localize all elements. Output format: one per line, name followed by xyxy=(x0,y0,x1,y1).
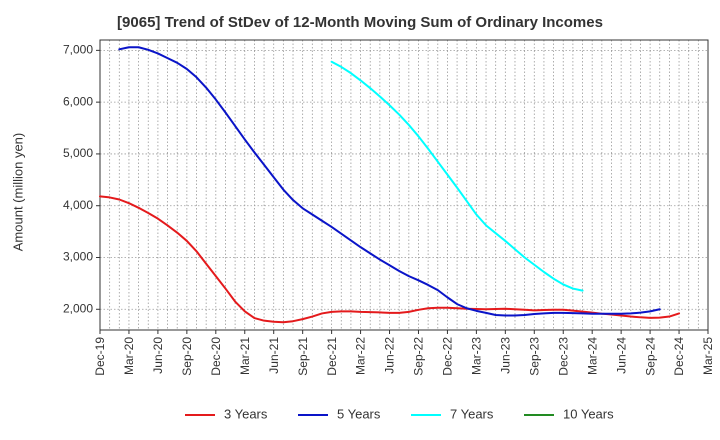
x-tick-label: Sep-23 xyxy=(527,337,541,376)
x-tick-label: Dec-23 xyxy=(556,337,570,376)
grid-layer xyxy=(100,40,708,330)
chart-title: [9065] Trend of StDev of 12-Month Moving… xyxy=(117,14,603,31)
x-tick-label: Mar-22 xyxy=(354,337,368,375)
x-tick-label: Dec-24 xyxy=(672,337,686,376)
y-tick-label: 7,000 xyxy=(63,43,93,57)
legend-label: 10 Years xyxy=(563,406,614,421)
x-tick-label: Jun-24 xyxy=(614,337,628,374)
y-axis-ticks: 2,000 3,000 4,000 5,000 6,000 7,000 xyxy=(63,43,100,315)
x-tick-label: Dec-21 xyxy=(325,337,339,376)
x-tick-label: Mar-23 xyxy=(470,337,484,375)
legend-label: 5 Years xyxy=(337,406,381,421)
x-tick-label: Dec-19 xyxy=(93,337,107,376)
x-tick-label: Sep-24 xyxy=(643,337,657,376)
x-tick-label: Mar-24 xyxy=(585,337,599,375)
legend-label: 3 Years xyxy=(224,406,268,421)
y-tick-label: 4,000 xyxy=(63,198,93,212)
x-tick-label: Mar-21 xyxy=(238,337,252,375)
x-tick-label: Mar-20 xyxy=(122,337,136,375)
legend-label: 7 Years xyxy=(450,406,494,421)
x-tick-label: Dec-22 xyxy=(441,337,455,376)
y-axis-title: Amount (million yen) xyxy=(10,133,25,252)
y-tick-label: 5,000 xyxy=(63,146,93,160)
series-line-5-years xyxy=(118,46,661,317)
x-tick-label: Sep-21 xyxy=(296,337,310,376)
x-tick-label: Sep-22 xyxy=(412,337,426,376)
plot-frame xyxy=(99,39,709,331)
x-tick-label: Jun-20 xyxy=(151,337,165,374)
legend: 3 Years 5 Years 7 Years 10 Years xyxy=(185,406,614,421)
x-tick-label: Sep-20 xyxy=(180,337,194,376)
x-tick-label: Mar-25 xyxy=(701,337,715,375)
y-tick-label: 6,000 xyxy=(63,94,93,108)
y-tick-label: 2,000 xyxy=(63,301,93,315)
series-layer xyxy=(99,46,681,324)
series-line-7-years xyxy=(330,60,584,292)
x-tick-label: Jun-22 xyxy=(383,337,397,374)
x-tick-label: Dec-20 xyxy=(209,337,223,376)
x-tick-label: Jun-23 xyxy=(499,337,513,374)
y-tick-label: 3,000 xyxy=(63,250,93,264)
series-line-3-years xyxy=(99,195,681,324)
x-axis-ticks: Dec-19 Mar-20 Jun-20 Sep-20 Dec-20 Mar-21 Jun-… xyxy=(93,330,715,376)
x-tick-label: Jun-21 xyxy=(267,337,281,374)
